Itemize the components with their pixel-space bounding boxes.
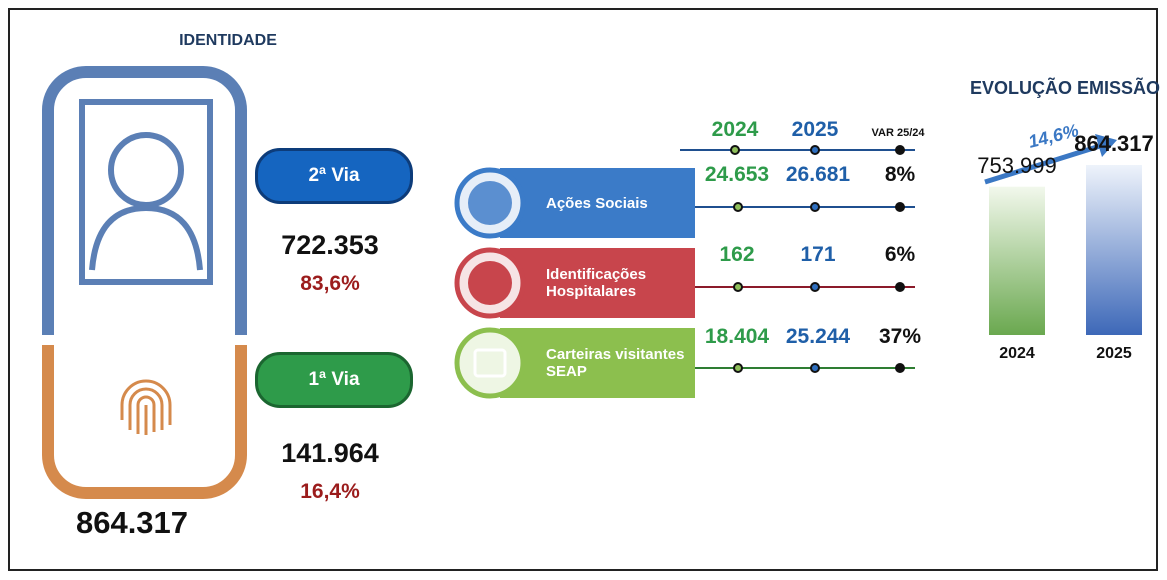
bar-value-label: 864.317 [1074, 131, 1154, 157]
first-copy-label: 1ª Via [308, 369, 359, 391]
second-copy-share: 83,6% [300, 272, 360, 296]
second-copy-label: 2ª Via [308, 165, 359, 187]
identity-total: 864.317 [76, 505, 188, 541]
value-var: 37% [879, 325, 921, 349]
value-2024: 162 [719, 243, 754, 267]
value-2024: 18.404 [705, 325, 769, 349]
value-2025: 26.681 [786, 163, 850, 187]
bar-value-label: 753.999 [977, 153, 1057, 179]
value-2025: 171 [800, 243, 835, 267]
program-name: Carteiras visitantes SEAP [546, 346, 695, 380]
person-body [92, 208, 200, 270]
value-2025: 25.244 [786, 325, 850, 349]
person-head [111, 135, 181, 205]
value-var: 6% [885, 243, 915, 267]
value-2024: 24.653 [705, 163, 769, 187]
value-var: 8% [885, 163, 915, 187]
program-band: Carteiras visitantes SEAP [500, 328, 695, 398]
infographic: 2ª Via 1ª Via Ações Sociais Identificaçõ… [0, 0, 1167, 580]
first-copy-pill: 1ª Via [255, 352, 413, 408]
bar-year-label: 2025 [1096, 345, 1132, 363]
second-copy-pill: 2ª Via [255, 148, 413, 204]
header-2025: 2025 [792, 118, 839, 142]
program-name: Ações Sociais [546, 195, 648, 212]
bar [1086, 165, 1142, 335]
program-band: Ações Sociais [500, 168, 695, 238]
header-2024: 2024 [712, 118, 759, 142]
program-name: Identificações Hospitalares [546, 266, 695, 300]
identity-title: IDENTIDADE [179, 32, 277, 50]
evolution-title: EVOLUÇÃO EMISSÃO [970, 78, 1160, 99]
bar [989, 187, 1045, 335]
fingerprint [122, 381, 170, 435]
first-copy-count: 141.964 [281, 438, 379, 469]
bar-year-label: 2024 [999, 345, 1035, 363]
second-copy-count: 722.353 [281, 230, 379, 261]
first-copy-share: 16,4% [300, 480, 360, 504]
program-band: Identificações Hospitalares [500, 248, 695, 318]
photo-frame [82, 102, 210, 282]
header-var: VAR 25/24 [872, 127, 925, 139]
